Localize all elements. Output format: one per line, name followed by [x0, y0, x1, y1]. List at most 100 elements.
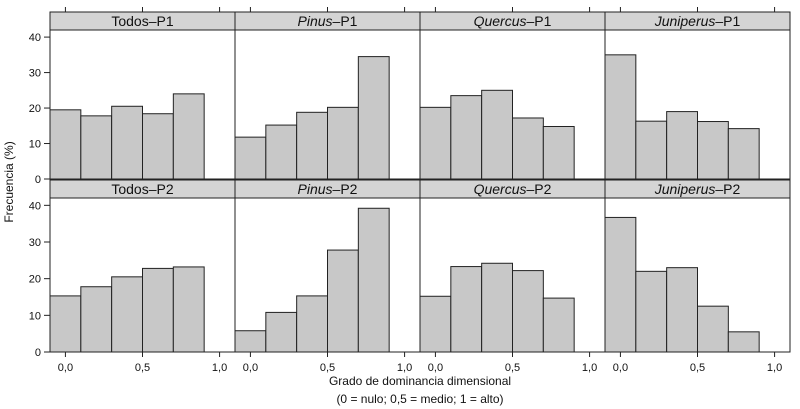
- histogram-bar: [357, 207, 390, 353]
- histogram-bar: [142, 113, 174, 180]
- x-tick-label: 0,0: [58, 362, 73, 374]
- histogram-bar: [327, 249, 359, 353]
- x-tick-label: 1,0: [767, 362, 782, 374]
- panel-strip-label-name: Quercus: [474, 13, 527, 29]
- histogram-bar: [111, 105, 143, 180]
- panel-strip-label-name: Todos: [111, 181, 148, 197]
- panel-todos-p2: Todos–P2 0 10 20 30 40 0,0 0,5 1,0: [29, 179, 236, 374]
- histogram-bar: [172, 93, 205, 180]
- histogram-bar: [727, 128, 760, 180]
- panel-strip-label-name: Juniperus: [654, 181, 716, 197]
- panel-quercus-p1: Quercus–P1: [419, 7, 606, 180]
- histogram-bar: [172, 266, 205, 353]
- panel-juniperus-p2: Juniperus–P2 0,0 0,5 1,0: [604, 179, 791, 374]
- y-axis-title: Frecuencia (%): [2, 141, 16, 222]
- histogram-bar: [419, 295, 452, 353]
- panel-strip-label-period: –P1: [333, 13, 358, 29]
- y-tick-label: 20: [29, 274, 41, 286]
- x-tick-label: 0,5: [690, 362, 705, 374]
- histogram-bar: [697, 305, 729, 353]
- histogram-bar: [265, 311, 298, 353]
- x-axis-title: Grado de dominancia dimensional: [329, 374, 511, 388]
- y-tick-label: 40: [29, 32, 41, 44]
- histogram-bar: [450, 266, 483, 353]
- x-axis-note: (0 = nulo; 0,5 = medio; 1 = alto): [336, 392, 503, 406]
- y-tick-label: 20: [29, 103, 41, 115]
- y-tick-label: 0: [35, 174, 41, 186]
- histogram-bar: [481, 262, 513, 353]
- histogram-bar: [512, 117, 544, 180]
- histogram-bar: [666, 267, 699, 353]
- x-tick-label: 1,0: [397, 362, 412, 374]
- histogram-bar: [542, 297, 575, 353]
- panel-pinus-p1: Pinus–P1: [234, 7, 421, 180]
- histogram-bar: [666, 111, 699, 180]
- histogram-bar: [635, 270, 668, 353]
- y-tick-label: 0: [35, 347, 41, 359]
- panel-strip-label: Quercus–P2: [474, 181, 552, 197]
- panel-strip-label-period: –P1: [149, 13, 174, 29]
- histogram-bar: [234, 136, 267, 180]
- y-tick-label: 30: [29, 68, 41, 80]
- panel-strip-label-period: –P2: [715, 181, 740, 197]
- y-tick-label: 40: [29, 200, 41, 212]
- panel-strip: [604, 179, 791, 199]
- panel-strip-label-name: Pinus: [298, 181, 333, 197]
- histogram-bar: [234, 330, 267, 353]
- histogram-bar: [450, 95, 483, 180]
- histogram-bar: [727, 331, 760, 353]
- histogram-bar: [111, 276, 143, 353]
- histogram-bar: [604, 54, 637, 180]
- panel-strip-label: Pinus–P2: [298, 181, 358, 197]
- panel-todos-p1: Todos–P1 0 10 20 30 40: [29, 7, 236, 186]
- panel-strip-label-name: Pinus: [298, 13, 333, 29]
- histogram-bar: [265, 124, 298, 180]
- y-tick-label: 10: [29, 310, 41, 322]
- histogram-bar: [327, 106, 359, 180]
- histogram-bar: [604, 216, 637, 353]
- panel-quercus-p2: Quercus–P2 0,0 0,5 1,0: [419, 179, 606, 374]
- panel-strip-label: Pinus–P1: [298, 13, 358, 29]
- x-tick-label: 1,0: [582, 362, 597, 374]
- histogram-bar: [357, 56, 390, 180]
- panel-juniperus-p1: Juniperus–P1: [604, 7, 791, 180]
- histogram-bar: [419, 106, 452, 180]
- x-tick-label: 1,0: [212, 362, 227, 374]
- panel-strip-label-name: Quercus: [474, 181, 527, 197]
- panel-strip-label-period: –P2: [527, 181, 552, 197]
- histogram-bar: [635, 120, 668, 180]
- histogram-bar: [49, 295, 82, 353]
- histogram-bar: [296, 111, 328, 180]
- panel-strip-label-period: –P2: [333, 181, 358, 197]
- panel-strip-label-name: Todos: [111, 13, 148, 29]
- panel-strip-label-name: Juniperus: [654, 13, 716, 29]
- panel-strip-label: Juniperus–P1: [654, 13, 741, 29]
- panel-strip-label: Quercus–P1: [474, 13, 552, 29]
- histogram-bar: [697, 121, 729, 180]
- histogram-bar: [542, 125, 575, 180]
- y-tick-label: 30: [29, 237, 41, 249]
- histogram-bar: [80, 115, 113, 180]
- histogram-bar: [49, 109, 82, 180]
- x-tick-label: 0,0: [613, 362, 628, 374]
- panel-strip-label-period: –P1: [715, 13, 740, 29]
- x-tick-label: 0,5: [135, 362, 150, 374]
- histogram-bar: [142, 267, 174, 353]
- panel-strip-label: Juniperus–P2: [654, 181, 741, 197]
- histogram-bar: [80, 286, 113, 353]
- x-tick-label: 0,5: [505, 362, 520, 374]
- panel-strip-label-period: –P2: [149, 181, 174, 197]
- histogram-bar: [481, 89, 513, 180]
- panel-strip-label: Todos–P1: [111, 13, 173, 29]
- x-tick-label: 0,5: [320, 362, 335, 374]
- histogram-bar: [512, 270, 544, 353]
- panel-pinus-p2: Pinus–P2 0,0 0,5 1,0: [234, 179, 421, 374]
- x-tick-label: 0,0: [428, 362, 443, 374]
- y-tick-label: 10: [29, 139, 41, 151]
- x-tick-label: 0,0: [243, 362, 258, 374]
- panel-strip-label-period: –P1: [527, 13, 552, 29]
- histogram-bar: [296, 295, 328, 353]
- panel-strip-label: Todos–P2: [111, 181, 173, 197]
